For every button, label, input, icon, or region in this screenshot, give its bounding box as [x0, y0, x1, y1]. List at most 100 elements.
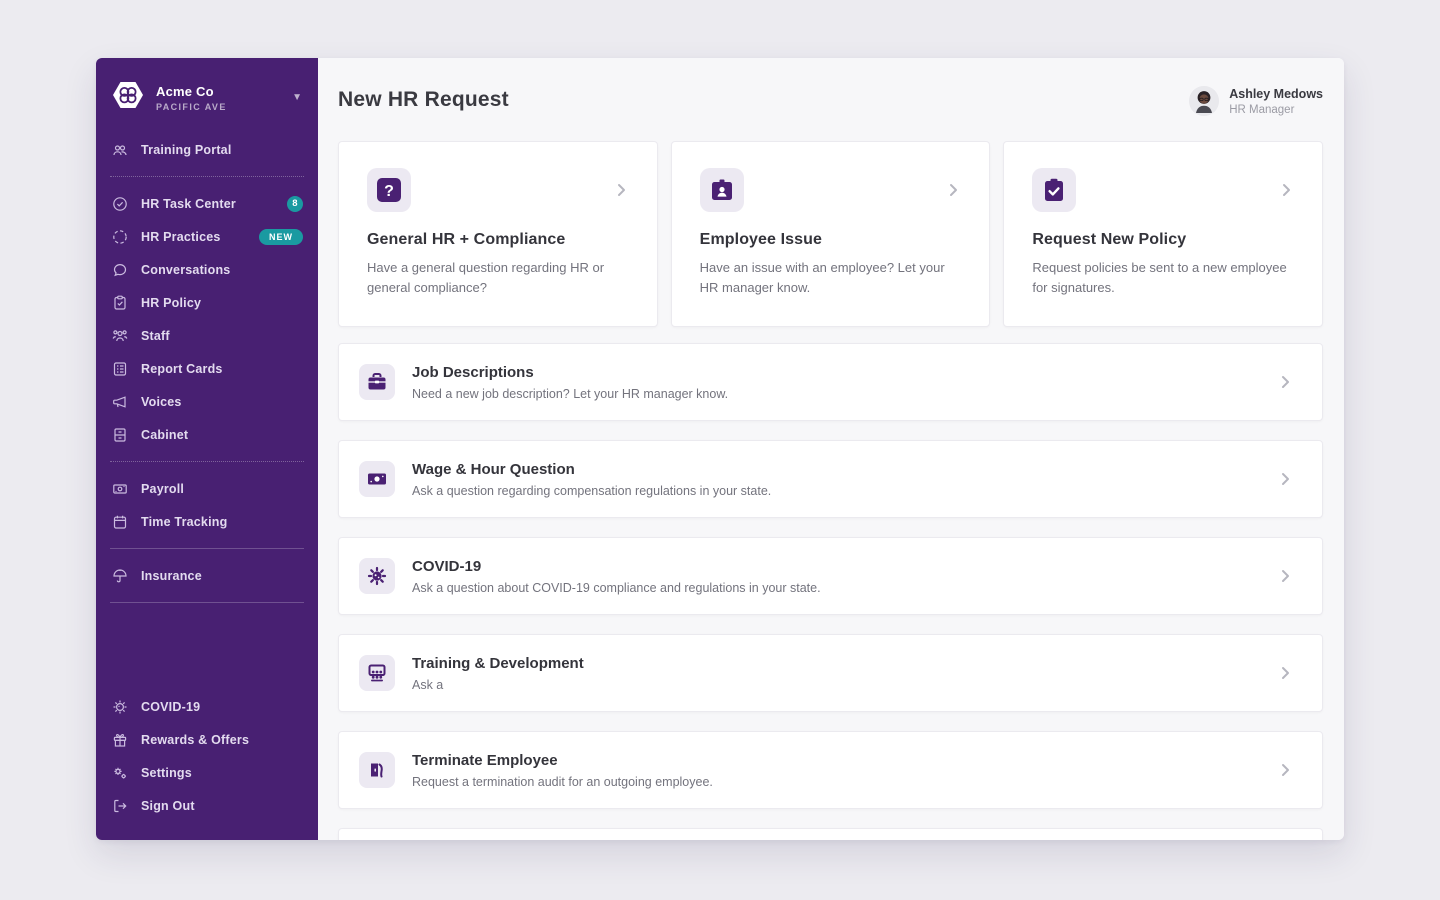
sidebar-item-voices[interactable]: Voices	[96, 385, 318, 418]
row-description: Request a termination audit for an outgo…	[412, 774, 713, 789]
sidebar-item-label: HR Practices	[141, 229, 221, 244]
row-title: Training & Development	[412, 654, 584, 672]
card-description: Request policies be sent to a new employ…	[1032, 260, 1287, 296]
sidebar-item-training-portal[interactable]: Training Portal	[96, 133, 318, 166]
sidebar-item-label: Payroll	[141, 481, 185, 496]
row-covid-19[interactable]: COVID-19 Ask a question about COVID-19 c…	[338, 537, 1323, 616]
chevron-right-icon	[1277, 665, 1293, 681]
chat-bubble-icon	[111, 261, 128, 278]
door-exit-icon	[359, 752, 395, 789]
sidebar-item-conversations[interactable]: Conversations	[96, 253, 318, 286]
sidebar-item-label: Insurance	[141, 568, 202, 583]
sidebar-item-label: Conversations	[141, 262, 231, 277]
request-cards: ? General HR + Compliance Have a general…	[338, 141, 1324, 328]
chevron-down-icon: ▼	[292, 92, 302, 103]
content-header: New HR Request Ashley Medows HR M	[318, 58, 1344, 116]
sidebar-item-time-tracking[interactable]: Time Tracking	[96, 505, 318, 538]
sidebar-item-label: Report Cards	[141, 361, 223, 376]
sidebar-bottom-group: COVID-19 Rewards & Offers Settings Sign …	[96, 690, 318, 828]
card-title: Request New Policy	[1032, 231, 1187, 248]
row-terminate-employee[interactable]: Terminate Employee Request a termination…	[338, 731, 1323, 810]
row-title: COVID-19	[412, 557, 482, 575]
sidebar-item-cabinet[interactable]: Cabinet	[96, 418, 318, 451]
sidebar-item-label: Time Tracking	[141, 514, 228, 529]
card-title: General HR + Compliance	[367, 231, 566, 248]
chevron-right-icon	[1277, 762, 1293, 778]
banknote-icon	[359, 461, 395, 498]
sidebar-divider	[110, 602, 304, 603]
card-employee-issue[interactable]: Employee Issue Have an issue with an emp…	[670, 141, 991, 328]
user-role: HR Manager	[1229, 103, 1295, 116]
page-title: New HR Request	[338, 88, 509, 111]
org-switcher[interactable]: Acme Co PACIFIC AVE ▼	[96, 58, 318, 133]
sidebar-item-label: COVID-19	[141, 699, 201, 714]
calendar-icon	[111, 513, 128, 530]
sidebar-item-insurance[interactable]: Insurance	[96, 559, 318, 592]
chevron-right-icon	[1277, 568, 1293, 584]
new-badge: NEW	[259, 228, 303, 245]
sidebar-divider	[110, 548, 304, 549]
banknote-icon	[111, 480, 128, 497]
sidebar-item-sign-out[interactable]: Sign Out	[96, 789, 318, 822]
sidebar-item-label: Rewards & Offers	[141, 732, 250, 747]
sidebar-item-label: Cabinet	[141, 427, 189, 442]
cabinet-icon	[111, 426, 128, 443]
main-content: New HR Request Ashley Medows HR M	[318, 58, 1344, 840]
staff-icon	[111, 327, 128, 344]
row-training-development[interactable]: Training & Development Ask a	[338, 634, 1323, 713]
sidebar-item-hr-policy[interactable]: HR Policy	[96, 286, 318, 319]
row-description: Ask a	[412, 677, 444, 692]
sidebar-item-label: Training Portal	[141, 142, 232, 157]
row-description: Ask a question regarding compensation re…	[412, 483, 772, 498]
task-count-badge: 8	[287, 195, 303, 212]
sidebar-divider	[110, 461, 304, 462]
card-general-hr-compliance[interactable]: ? General HR + Compliance Have a general…	[338, 141, 658, 328]
id-badge-icon	[699, 168, 744, 212]
sidebar-item-label: HR Task Center	[141, 196, 236, 211]
card-description: Have a general question regarding HR or …	[367, 260, 605, 296]
sidebar-item-settings[interactable]: Settings	[96, 756, 318, 789]
user-menu[interactable]: Ashley Medows HR Manager	[1189, 86, 1323, 116]
row-title: Job Descriptions	[412, 363, 534, 381]
question-icon: ?	[367, 168, 411, 212]
chevron-right-icon	[1278, 182, 1294, 198]
row-description: Ask a question about COVID-19 compliance…	[412, 580, 821, 595]
sidebar-item-label: Voices	[141, 394, 182, 409]
avatar	[1189, 86, 1220, 116]
row-title: Terminate Employee	[412, 751, 558, 769]
row-partial[interactable]	[338, 828, 1323, 840]
virus-icon	[111, 698, 128, 715]
chevron-right-icon	[613, 182, 629, 198]
sidebar-item-covid-19[interactable]: COVID-19	[96, 690, 318, 723]
sidebar-item-staff[interactable]: Staff	[96, 319, 318, 352]
circle-check-icon	[111, 195, 128, 212]
card-title: Employee Issue	[699, 231, 823, 248]
briefcase-icon	[359, 364, 395, 401]
sidebar-item-hr-task-center[interactable]: HR Task Center 8	[96, 187, 318, 220]
svg-text:?: ?	[384, 183, 394, 200]
sidebar-item-payroll[interactable]: Payroll	[96, 472, 318, 505]
people-icon	[111, 141, 128, 158]
chevron-right-icon	[1277, 374, 1293, 390]
card-description: Have an issue with an employee? Let your…	[699, 260, 945, 296]
row-wage-hour-question[interactable]: Wage & Hour Question Ask a question rega…	[338, 440, 1323, 519]
clipboard-icon	[111, 294, 128, 311]
clipboard-check-icon	[1032, 168, 1077, 212]
virus-icon	[359, 558, 395, 595]
sidebar-item-hr-practices[interactable]: HR Practices NEW	[96, 220, 318, 253]
row-job-descriptions[interactable]: Job Descriptions Need a new job descript…	[338, 343, 1323, 422]
sidebar-divider	[110, 176, 304, 177]
org-name: Acme Co	[156, 83, 214, 99]
sidebar: Acme Co PACIFIC AVE ▼ Training Portal HR…	[96, 58, 318, 840]
sidebar-item-label: HR Policy	[141, 295, 202, 310]
sign-out-icon	[111, 797, 128, 814]
circle-dashed-icon	[111, 228, 128, 245]
sidebar-item-rewards-offers[interactable]: Rewards & Offers	[96, 723, 318, 756]
report-card-icon	[111, 360, 128, 377]
sidebar-item-label: Staff	[141, 328, 170, 343]
gears-icon	[111, 764, 128, 781]
card-request-new-policy[interactable]: Request New Policy Request policies be s…	[1003, 141, 1324, 328]
sidebar-item-report-cards[interactable]: Report Cards	[96, 352, 318, 385]
row-title: Wage & Hour Question	[412, 460, 575, 478]
row-description: Need a new job description? Let your HR …	[412, 386, 729, 401]
